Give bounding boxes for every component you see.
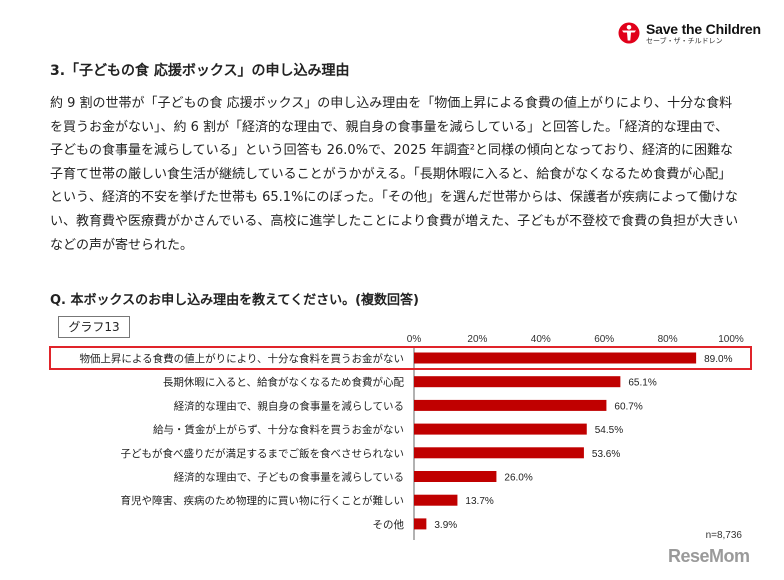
save-the-children-emblem-icon <box>618 22 640 44</box>
section-heading: 3.「子どもの食 応援ボックス」の申し込み理由 <box>50 63 350 79</box>
x-tick-label: 80% <box>658 334 678 345</box>
save-the-children-logo: Save the Children セーブ・ザ・チルドレン <box>618 22 761 46</box>
data-label: 65.1% <box>628 378 656 389</box>
x-tick-label: 20% <box>467 334 487 345</box>
category-label: 物価上昇による食費の値上がりにより、十分な食料を買うお金がない <box>79 352 404 365</box>
resemom-watermark: ReseMom <box>668 546 750 566</box>
bar <box>414 352 697 364</box>
data-label: 13.7% <box>465 496 493 507</box>
data-label: 89.0% <box>704 354 732 365</box>
x-tick-label: 40% <box>531 334 551 345</box>
category-label: 経済的な理由で、子どもの食事量を減らしている <box>174 471 404 484</box>
body-paragraph: 約 9 割の世帯が「子どもの食 応援ボックス」の申し込み理由を「物価上昇による食… <box>50 96 739 253</box>
category-label: 給与・賃金が上がらず、十分な食料を買うお金がない <box>153 423 404 436</box>
category-label: その他 <box>373 518 405 531</box>
bar <box>414 376 621 388</box>
category-label: 長期休暇に入ると、給食がなくなるため食費が心配 <box>163 376 405 389</box>
logo-name: Save the Children <box>646 21 761 37</box>
data-label: 26.0% <box>504 473 532 484</box>
bar <box>414 423 587 435</box>
survey-question: Q. 本ボックスのお申し込み理由を教えてください。(複数回答) <box>50 293 419 308</box>
category-label: 育児や障害、疾病のため物理的に買い物に行くことが難しい <box>121 494 405 507</box>
horizontal-bar-chart: 0% 20% 40% 60% 80% 100% 物価上昇による食費の値上がりにより、十分な食… <box>49 334 752 541</box>
highlight-box <box>49 346 752 370</box>
data-label: 54.5% <box>595 425 623 436</box>
bar <box>414 494 458 506</box>
x-tick-label: 60% <box>594 334 614 345</box>
bar <box>414 518 427 530</box>
data-label: 60.7% <box>614 401 642 412</box>
graph-label: グラフ13 <box>58 316 130 338</box>
data-label: 3.9% <box>434 520 457 531</box>
x-tick-label: 0% <box>407 334 422 345</box>
sample-size-note: n=8,736 <box>706 530 743 541</box>
bar <box>414 471 497 482</box>
bar <box>414 399 607 411</box>
logo-subtitle: セーブ・ザ・チルドレン <box>646 38 723 45</box>
x-tick-label: 100% <box>718 334 744 345</box>
category-label: 経済的な理由で、親自身の食事量を減らしている <box>174 399 404 412</box>
bar <box>414 447 584 459</box>
data-label: 53.6% <box>592 449 620 460</box>
category-label: 子どもが食べ盛りだが満足するまでご飯を食べさせられない <box>121 447 405 460</box>
